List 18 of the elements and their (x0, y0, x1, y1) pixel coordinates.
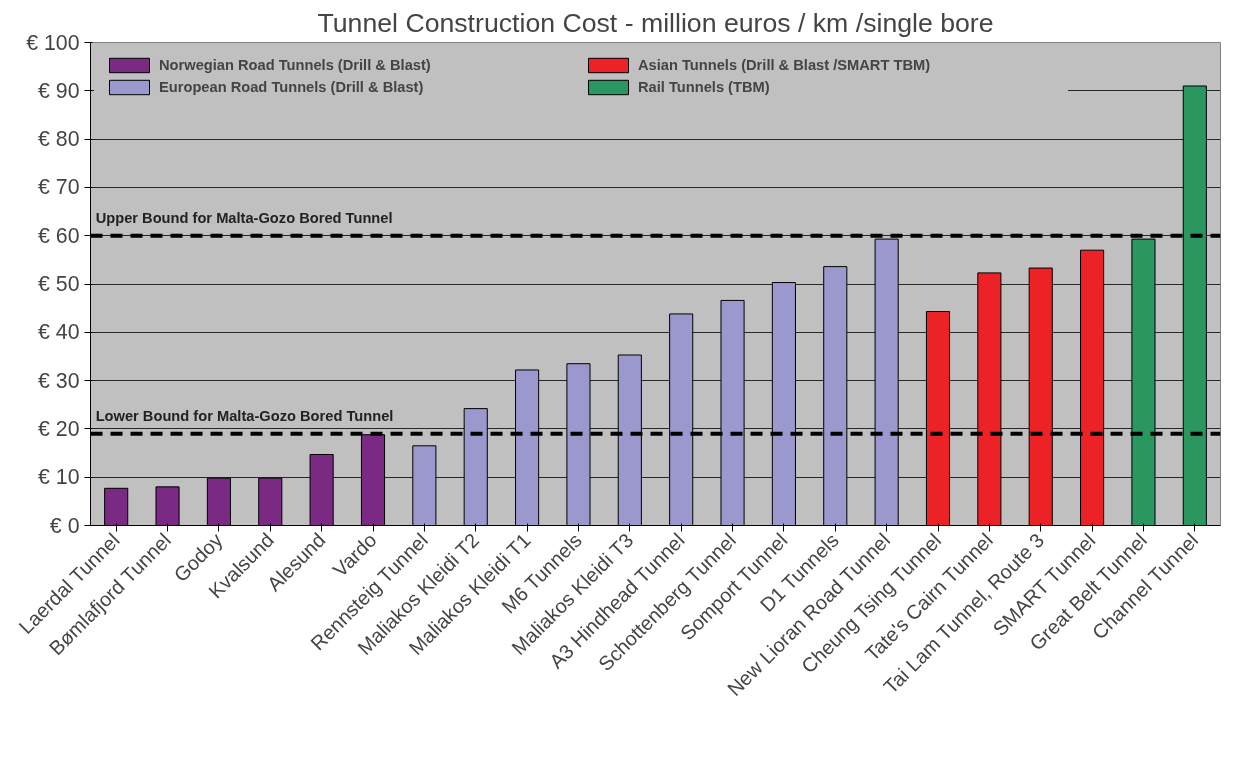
y-tick-label: € 60 (37, 223, 80, 248)
chart-title: Tunnel Construction Cost - million euros / km /single bore (317, 7, 994, 38)
y-tick-label: € 20 (37, 416, 80, 441)
y-tick-label: € 40 (37, 320, 80, 345)
y-tick-label: € 30 (37, 368, 80, 393)
legend-label: Asian Tunnels (Drill & Blast /SMART TBM) (638, 57, 932, 73)
y-tick-label: € 100 (26, 30, 80, 55)
y-tick-label: € 80 (37, 127, 80, 152)
y-tick-label: € 10 (37, 465, 80, 490)
legend-label: Rail Tunnels (TBM) (638, 79, 771, 95)
ref-line-label: Lower Bound for Malta-Gozo Bored Tunnel (95, 408, 394, 425)
y-tick-label: € 70 (37, 175, 80, 200)
ref-line-label: Upper Bound for Malta-Gozo Bored Tunnel (95, 210, 393, 227)
y-tick-label: € 90 (37, 78, 80, 103)
legend-label: Norwegian Road Tunnels (Drill & Blast) (159, 57, 432, 73)
y-tick-label: € 50 (37, 272, 80, 296)
y-tick-label: € 0 (49, 513, 80, 538)
legend-label: European Road Tunnels (Drill & Blast) (159, 79, 425, 95)
